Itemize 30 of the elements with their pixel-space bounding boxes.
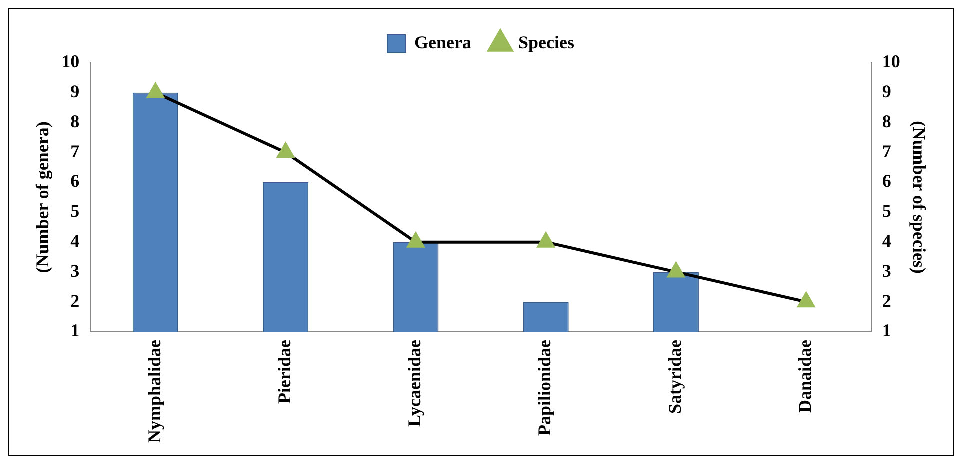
- y-tick-label: 4: [70, 230, 80, 251]
- y2-tick-label: 6: [882, 171, 892, 192]
- y2-tick-label: 3: [882, 260, 892, 281]
- y-tick-label: 3: [70, 260, 80, 281]
- y2-tick-label: 5: [882, 201, 892, 222]
- x-tick-label: Lycaenidae: [404, 340, 425, 427]
- y-tick-label: 5: [70, 201, 80, 222]
- y-tick-label: 8: [70, 111, 80, 132]
- y2-axis-title: (Number of species): [910, 121, 930, 274]
- y-tick-label: 9: [70, 82, 80, 102]
- y2-tick-label: 8: [882, 111, 892, 132]
- legend-label: Genera: [414, 32, 472, 53]
- y2-tick-label: 4: [882, 230, 892, 251]
- y-tick-label: 6: [70, 171, 80, 192]
- y-axis-title: (Number of genera): [32, 122, 52, 274]
- x-tick-label: Pieridae: [274, 340, 294, 404]
- x-tick-label: Papilionidae: [534, 340, 555, 436]
- y-tick-label: 1: [70, 320, 80, 341]
- y2-tick-label: 9: [882, 82, 892, 102]
- legend-label: Species: [518, 32, 574, 53]
- x-tick-label: Satyridae: [664, 340, 685, 414]
- y2-tick-label: 1: [882, 320, 892, 341]
- x-tick-label: Danaidae: [794, 340, 815, 413]
- y2-tick-label: 7: [882, 141, 892, 162]
- y-tick-label: 2: [70, 290, 80, 311]
- y2-tick-label: 10: [882, 52, 900, 72]
- x-tick-label: Nymphalidae: [144, 340, 164, 444]
- y-tick-label: 10: [62, 52, 80, 72]
- y-tick-label: 7: [70, 141, 80, 162]
- y2-tick-label: 2: [882, 290, 892, 311]
